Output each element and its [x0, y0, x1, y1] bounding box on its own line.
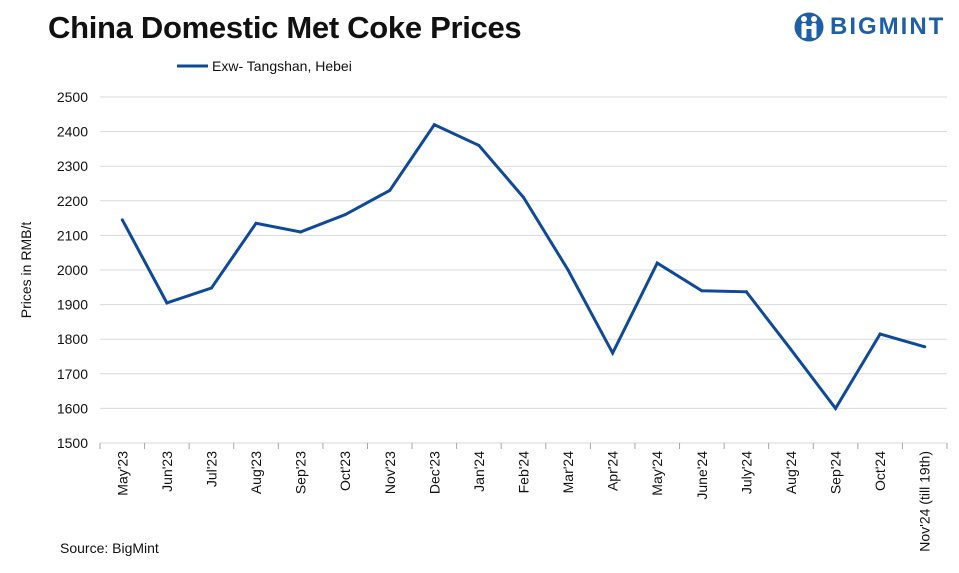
data-point [343, 213, 347, 217]
data-point [120, 218, 124, 222]
series-layer [120, 122, 927, 412]
y-tick-label: 1900 [57, 297, 88, 313]
data-point [254, 221, 258, 225]
chart-title: China Domestic Met Coke Prices [48, 10, 522, 45]
y-axis-ticks: 1500 1600 1700 1800 1900 2000 2100 2200 2300 2400… [57, 89, 88, 451]
data-point [299, 230, 303, 234]
y-tick-label: 1500 [57, 435, 88, 451]
x-tick-label: Feb'24 [516, 451, 532, 494]
x-tick-label: Jul'23 [203, 451, 219, 487]
data-point [165, 301, 169, 305]
data-point [432, 123, 436, 127]
legend: Exw- Tangshan, Hebei [177, 58, 352, 74]
series-line [120, 122, 926, 412]
data-point [522, 195, 525, 199]
bigmint-logo: BIGMINT [794, 8, 945, 46]
x-tick-label: Aug'23 [248, 451, 264, 494]
y-tick-label: 1700 [57, 366, 88, 382]
x-tick-label: Sep'24 [828, 451, 844, 494]
data-point [388, 188, 392, 192]
source-note: Source: BigMint [60, 540, 159, 556]
y-tick-label: 2000 [57, 262, 88, 278]
y-tick-label: 2500 [57, 89, 88, 105]
x-tick-label: Aug'24 [783, 451, 799, 494]
y-tick-label: 2100 [57, 227, 88, 243]
data-point [834, 406, 838, 410]
logo-text: BIGMINT [830, 13, 946, 40]
y-axis-label-group: Prices in RMB/t [18, 222, 34, 319]
x-axis-ticks: May'23 Jun'23 Jul'23 Aug'23 Sep'23 Oct'23 Nov'… [99, 443, 948, 552]
data-point [923, 345, 927, 349]
x-tick-label: Jan'24 [471, 451, 487, 492]
y-tick-label: 2400 [57, 124, 88, 140]
data-point [744, 290, 748, 294]
y-tick-label: 1600 [57, 400, 88, 416]
gridlines [100, 96, 947, 444]
data-point [700, 289, 704, 293]
x-tick-label: May'24 [649, 451, 665, 496]
y-tick-label: 2300 [57, 158, 88, 174]
data-point [611, 351, 615, 355]
x-tick-label: Sep'23 [293, 451, 309, 494]
data-point [789, 348, 793, 352]
x-tick-label: Nov'24 (till 19th) [917, 451, 933, 552]
x-tick-label: Nov'23 [382, 451, 398, 494]
bigmint-logo-icon [794, 12, 824, 42]
x-tick-label: June'24 [694, 451, 710, 500]
x-tick-label: Jun'23 [159, 451, 175, 492]
data-point [878, 332, 882, 336]
data-point [566, 268, 570, 272]
x-tick-label: Mar'24 [560, 451, 576, 494]
y-axis-label: Prices in RMB/t [18, 222, 34, 319]
data-point [655, 261, 659, 265]
x-tick-label: Oct'24 [872, 451, 888, 491]
x-tick-label: Apr'24 [605, 451, 621, 491]
x-tick-label: July'24 [738, 451, 754, 494]
data-point [209, 286, 213, 290]
legend-label: Exw- Tangshan, Hebei [212, 58, 352, 74]
x-tick-label: May'23 [114, 451, 130, 496]
y-tick-label: 2200 [57, 193, 88, 209]
data-point [477, 143, 481, 147]
y-tick-label: 1800 [57, 331, 88, 347]
x-tick-label: Oct'23 [337, 451, 353, 491]
x-tick-label: Dec'23 [426, 451, 442, 494]
